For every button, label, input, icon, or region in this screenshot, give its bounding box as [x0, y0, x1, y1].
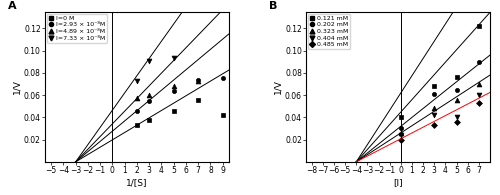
- Text: A: A: [8, 1, 17, 11]
- Y-axis label: 1/V: 1/V: [12, 79, 21, 94]
- Y-axis label: 1/V: 1/V: [273, 79, 282, 94]
- X-axis label: [I]: [I]: [393, 178, 403, 187]
- X-axis label: 1/[S]: 1/[S]: [126, 178, 148, 187]
- Legend: I=0 M, I=2.93 × 10⁻⁸M, I=4.89 × 10⁻⁸M, I=7.33 × 10⁻⁸M: I=0 M, I=2.93 × 10⁻⁸M, I=4.89 × 10⁻⁸M, I…: [47, 14, 107, 43]
- Text: B: B: [270, 1, 278, 11]
- Legend: 0.121 mM, 0.202 mM, 0.323 mM, 0.404 mM, 0.485 mM: 0.121 mM, 0.202 mM, 0.323 mM, 0.404 mM, …: [308, 14, 350, 49]
